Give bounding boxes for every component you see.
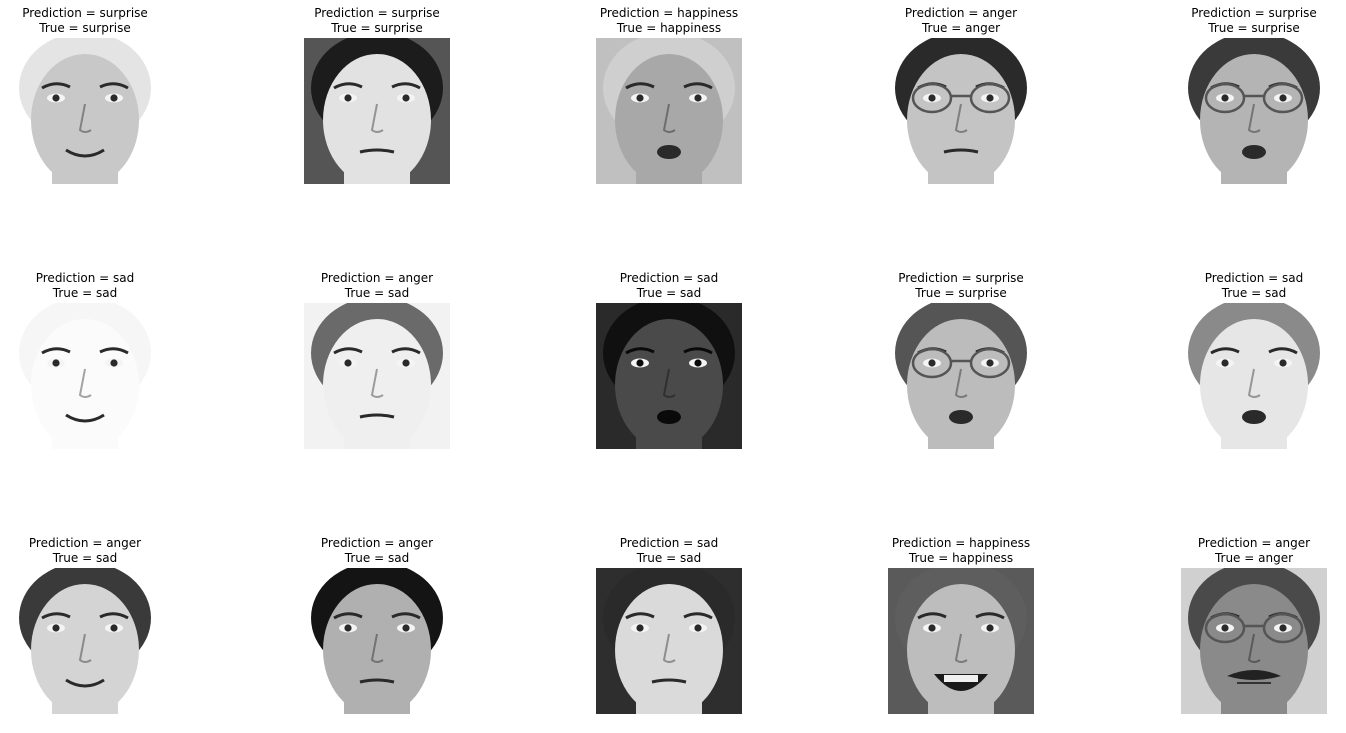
- true-label: True = happiness: [908, 551, 1014, 565]
- face-image: [1181, 38, 1327, 184]
- face-image: [596, 303, 742, 449]
- panel-caption: Prediction = sad True = sad: [1144, 271, 1346, 301]
- true-label: True = sad: [636, 551, 702, 565]
- true-label: True = sad: [52, 286, 118, 300]
- prediction-label: Prediction = happiness: [599, 6, 739, 20]
- panel-caption: Prediction = sad True = sad: [0, 271, 195, 301]
- prediction-label: Prediction = anger: [1197, 536, 1311, 550]
- panel-caption: Prediction = sad True = sad: [559, 271, 779, 301]
- prediction-label: Prediction = surprise: [314, 6, 440, 20]
- prediction-label: Prediction = surprise: [1191, 6, 1317, 20]
- panel-caption: Prediction = anger True = sad: [267, 536, 487, 566]
- true-label: True = sad: [52, 551, 118, 565]
- face-image: [1181, 303, 1327, 449]
- face-image: [596, 38, 742, 184]
- panel-caption: Prediction = anger True = sad: [0, 536, 195, 566]
- true-label: True = surprise: [39, 21, 131, 35]
- prediction-label: Prediction = anger: [904, 6, 1018, 20]
- prediction-label: Prediction = happiness: [891, 536, 1031, 550]
- true-label: True = sad: [1221, 286, 1287, 300]
- panel-caption: Prediction = anger True = anger: [1144, 536, 1346, 566]
- prediction-label: Prediction = sad: [619, 536, 719, 550]
- panel-caption: Prediction = surprise True = surprise: [851, 271, 1071, 301]
- true-label: True = sad: [344, 551, 410, 565]
- panel-caption: Prediction = anger True = sad: [267, 271, 487, 301]
- true-label: True = surprise: [1208, 21, 1300, 35]
- face-image: [888, 568, 1034, 714]
- prediction-label: Prediction = anger: [28, 536, 142, 550]
- true-label: True = anger: [921, 21, 1001, 35]
- face-image: [1181, 568, 1327, 714]
- face-image: [888, 38, 1034, 184]
- prediction-label: Prediction = sad: [1204, 271, 1304, 285]
- face-image: [596, 568, 742, 714]
- true-label: True = surprise: [915, 286, 1007, 300]
- face-image: [12, 303, 158, 449]
- face-image: [304, 303, 450, 449]
- face-image: [304, 568, 450, 714]
- panel-caption: Prediction = happiness True = happiness: [851, 536, 1071, 566]
- true-label: True = surprise: [331, 21, 423, 35]
- prediction-label: Prediction = sad: [35, 271, 135, 285]
- prediction-label: Prediction = surprise: [898, 271, 1024, 285]
- face-image: [12, 38, 158, 184]
- prediction-label: Prediction = surprise: [22, 6, 148, 20]
- true-label: True = happiness: [616, 21, 722, 35]
- true-label: True = sad: [636, 286, 702, 300]
- panel-caption: Prediction = happiness True = happiness: [559, 6, 779, 36]
- panel-caption: Prediction = anger True = anger: [851, 6, 1071, 36]
- true-label: True = sad: [344, 286, 410, 300]
- prediction-label: Prediction = sad: [619, 271, 719, 285]
- panel-caption: Prediction = surprise True = surprise: [1144, 6, 1346, 36]
- face-image: [304, 38, 450, 184]
- panel-caption: Prediction = sad True = sad: [559, 536, 779, 566]
- face-image: [12, 568, 158, 714]
- prediction-label: Prediction = anger: [320, 536, 434, 550]
- face-image: [888, 303, 1034, 449]
- panel-caption: Prediction = surprise True = surprise: [267, 6, 487, 36]
- true-label: True = anger: [1214, 551, 1294, 565]
- panel-caption: Prediction = surprise True = surprise: [0, 6, 195, 36]
- prediction-label: Prediction = anger: [320, 271, 434, 285]
